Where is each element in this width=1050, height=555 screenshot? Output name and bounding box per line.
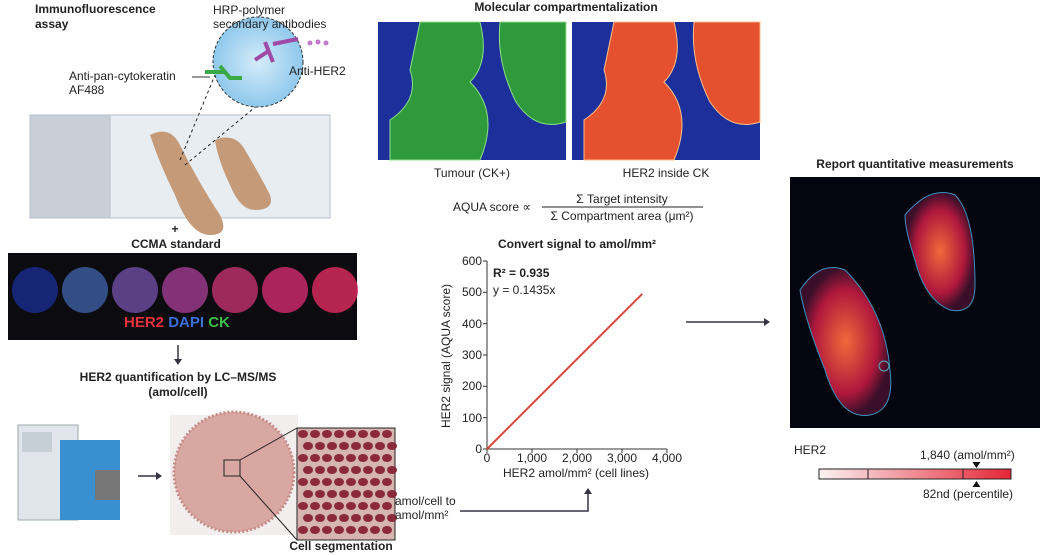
value-marker-icon <box>972 462 981 468</box>
ccma-core <box>62 267 108 313</box>
legend-ck: CK <box>208 314 230 331</box>
cell-segmentation-image <box>170 410 397 541</box>
plus-sign: + <box>171 222 179 236</box>
percentile-bar <box>818 462 1012 487</box>
chart-equation: y = 0.1435x <box>493 283 556 297</box>
legend-her2: HER2 <box>124 314 165 331</box>
x-tick-label: 3,000 <box>606 451 638 465</box>
cell-magnification <box>192 16 329 108</box>
lcms-title-line2: (amol/cell) <box>148 385 208 399</box>
report-tissue-image <box>790 177 1040 428</box>
ccma-core <box>162 267 208 313</box>
chart-xlabel: HER2 amol/mm² (cell lines) <box>502 466 650 480</box>
formula-numerator: Σ Target intensity <box>576 192 668 206</box>
ccma-standard-image <box>8 253 358 340</box>
legend-dapi: DAPI <box>168 314 205 331</box>
x-tick-label: 2,000 <box>561 451 593 465</box>
chart-title: Convert signal to amol/mm² <box>497 237 657 251</box>
regression-line <box>486 293 643 450</box>
formula-lhs: AQUA score ∝ <box>453 200 531 214</box>
anti-her2-label: Anti-HER2 <box>289 64 346 78</box>
ccma-core <box>112 267 158 313</box>
hrp-label-line2: secondary antibodies <box>213 17 327 31</box>
y-tick-label: 0 <box>475 442 482 456</box>
tumour-ck-image <box>378 21 567 161</box>
conversion-arrow <box>460 492 589 512</box>
y-tick-label: 300 <box>461 348 482 362</box>
hrp-label-line1: HRP-polymer <box>213 3 286 17</box>
x-tick-label: 1,000 <box>516 451 548 465</box>
anti-ck-label-line2: AF488 <box>69 83 105 97</box>
conversion-label-line1: amol/cell to <box>395 494 456 508</box>
tissue-section <box>215 137 271 210</box>
x-tick-label: 0 <box>483 451 491 465</box>
cell-segmentation-label: Cell segmentation <box>289 539 393 553</box>
y-tick-label: 400 <box>461 316 482 331</box>
anti-ck-antibody-icon <box>205 64 242 80</box>
report-title: Report quantitative measurements <box>816 157 1014 171</box>
if-title-line2: assay <box>35 17 69 31</box>
report-marker-label: HER2 <box>794 443 827 457</box>
percentile-marker-icon <box>972 481 981 487</box>
chart-ylabel: HER2 signal (AQUA score) <box>439 283 453 429</box>
chart-r2: R² = 0.935 <box>493 266 550 280</box>
glass-slide <box>29 74 331 235</box>
if-title-line1: Immunofluorescence <box>35 2 156 16</box>
compartment-title: Molecular compartmentalization <box>474 0 658 14</box>
calibration-chart <box>483 260 668 453</box>
y-tick-label: 500 <box>461 285 482 300</box>
conversion-label-line2: amol/mm² <box>395 508 449 522</box>
tissue-section <box>150 131 224 235</box>
ccma-core <box>312 267 358 313</box>
y-tick-label: 100 <box>461 410 482 425</box>
anti-her2-antibody-icon <box>253 37 299 63</box>
caption-tumour: Tumour (CK+) <box>434 166 510 180</box>
x-tick-label: 4,000 <box>651 451 683 465</box>
y-tick-label: 600 <box>461 254 482 268</box>
lcms-title-line1: HER2 quantification by LC–MS/MS <box>79 370 277 384</box>
ccma-core <box>12 267 58 313</box>
formula-denominator: Σ Compartment area (μm²) <box>550 209 694 223</box>
ccma-core <box>212 267 258 313</box>
ccma-title: CCMA standard <box>131 237 221 251</box>
ccma-core <box>262 267 308 313</box>
mass-spectrometer-image <box>17 424 120 521</box>
report-value-label: 1,840 (amol/mm²) <box>920 448 1015 462</box>
y-tick-label: 200 <box>461 379 482 394</box>
caption-her2-inside-ck: HER2 inside CK <box>622 166 710 180</box>
report-percentile-label: 82nd (percentile) <box>923 487 1014 501</box>
anti-ck-label-line1: Anti-pan-cytokeratin <box>69 69 176 83</box>
her2-inside-ck-image <box>572 21 761 161</box>
